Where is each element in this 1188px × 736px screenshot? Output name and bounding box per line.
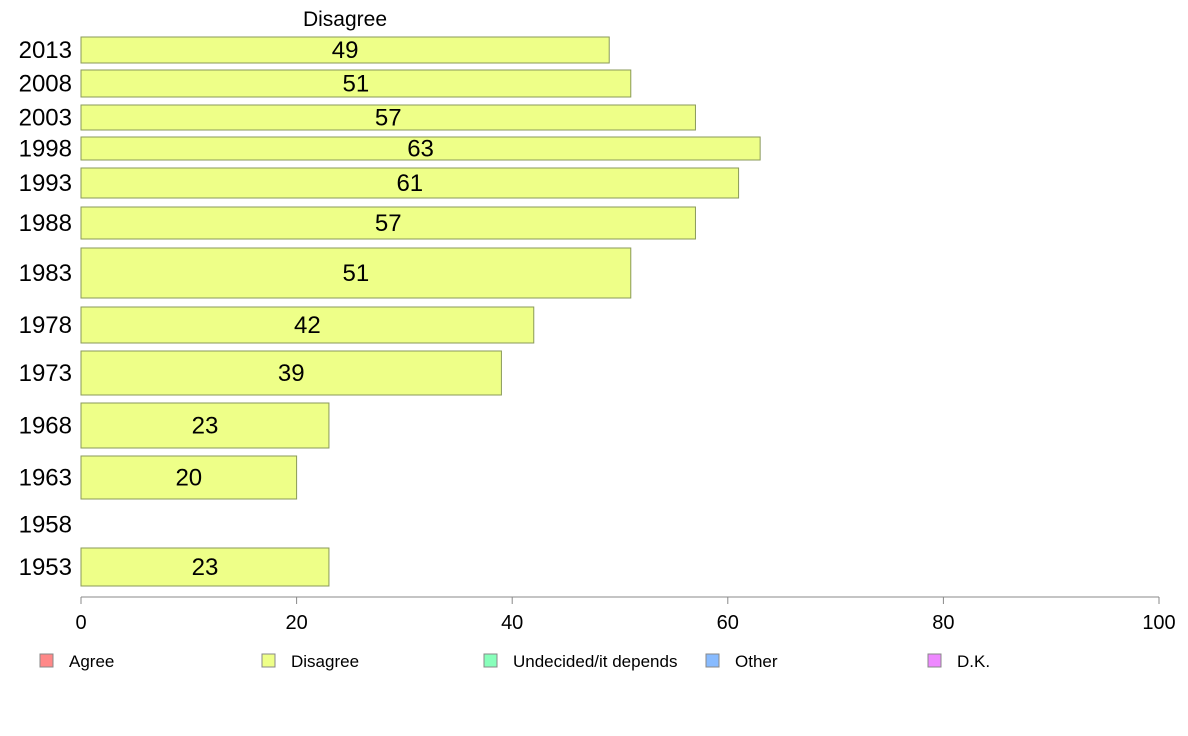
bar-1983 — [80, 247, 632, 299]
year-label-1958: 1958 — [19, 512, 72, 539]
x-tick-label-20: 20 — [285, 612, 307, 634]
x-tick-label-40: 40 — [501, 612, 523, 634]
year-label-1988: 1988 — [19, 210, 72, 237]
x-axis: 0 20 40 60 80 100 — [75, 596, 1176, 634]
value-label-1963: 20 — [175, 465, 202, 492]
x-tick-label-0: 0 — [75, 612, 86, 634]
legend-label-other: Other — [735, 652, 778, 671]
value-label-1998: 63 — [407, 136, 434, 163]
legend-label-undecided-it-depends: Undecided/it depends — [513, 652, 677, 671]
year-label-1983: 1983 — [19, 260, 72, 287]
chart-title: Disagree — [303, 8, 387, 31]
legend: Agree Disagree Undecided/it depends Other D.… — [39, 652, 990, 671]
year-label-1963: 1963 — [19, 465, 72, 492]
legend-swatch-agree — [39, 653, 54, 668]
x-tick-label-60: 60 — [717, 612, 739, 634]
year-label-1953: 1953 — [19, 554, 72, 581]
bar-1988 — [80, 206, 696, 240]
year-label-2003: 2003 — [19, 105, 72, 132]
legend-swatch-other — [705, 653, 720, 668]
year-label-2008: 2008 — [19, 71, 72, 98]
value-label-1983: 51 — [343, 260, 370, 287]
bar-1998 — [80, 136, 761, 161]
value-label-2003: 57 — [375, 105, 402, 132]
year-label-1998: 1998 — [19, 136, 72, 163]
bars-group: 2013 49 2008 51 2003 57 1998 63 1993 61 1988 57 1983… — [19, 36, 761, 587]
value-label-2008: 51 — [343, 71, 370, 98]
legend-swatch-disagree — [261, 653, 276, 668]
legend-swatch-undecided-it-depends — [483, 653, 498, 668]
year-label-1968: 1968 — [19, 413, 72, 440]
bar-1953 — [80, 547, 330, 587]
value-label-1993: 61 — [396, 170, 423, 197]
value-label-1988: 57 — [375, 210, 402, 237]
bar-2003 — [80, 104, 696, 131]
bar-1978 — [80, 306, 535, 344]
bar-1993 — [80, 167, 740, 199]
year-label-1993: 1993 — [19, 170, 72, 197]
year-label-1978: 1978 — [19, 312, 72, 339]
legend-swatch-d-k — [927, 653, 942, 668]
year-label-1973: 1973 — [19, 360, 72, 387]
year-label-2013: 2013 — [19, 37, 72, 64]
x-tick-label-100: 100 — [1142, 612, 1175, 634]
value-label-1978: 42 — [294, 312, 321, 339]
bar-1973 — [80, 350, 502, 396]
bar-2013 — [80, 36, 610, 64]
value-label-2013: 49 — [332, 37, 359, 64]
legend-label-d-k: D.K. — [957, 652, 990, 671]
value-label-1953: 23 — [192, 554, 219, 581]
bar-1963 — [80, 455, 298, 500]
x-tick-label-80: 80 — [932, 612, 954, 634]
legend-label-agree: Agree — [69, 652, 114, 671]
legend-label-disagree: Disagree — [291, 652, 359, 671]
value-label-1973: 39 — [278, 360, 305, 387]
value-label-1968: 23 — [192, 413, 219, 440]
bar-2008 — [80, 69, 632, 98]
bar-1968 — [80, 402, 330, 449]
